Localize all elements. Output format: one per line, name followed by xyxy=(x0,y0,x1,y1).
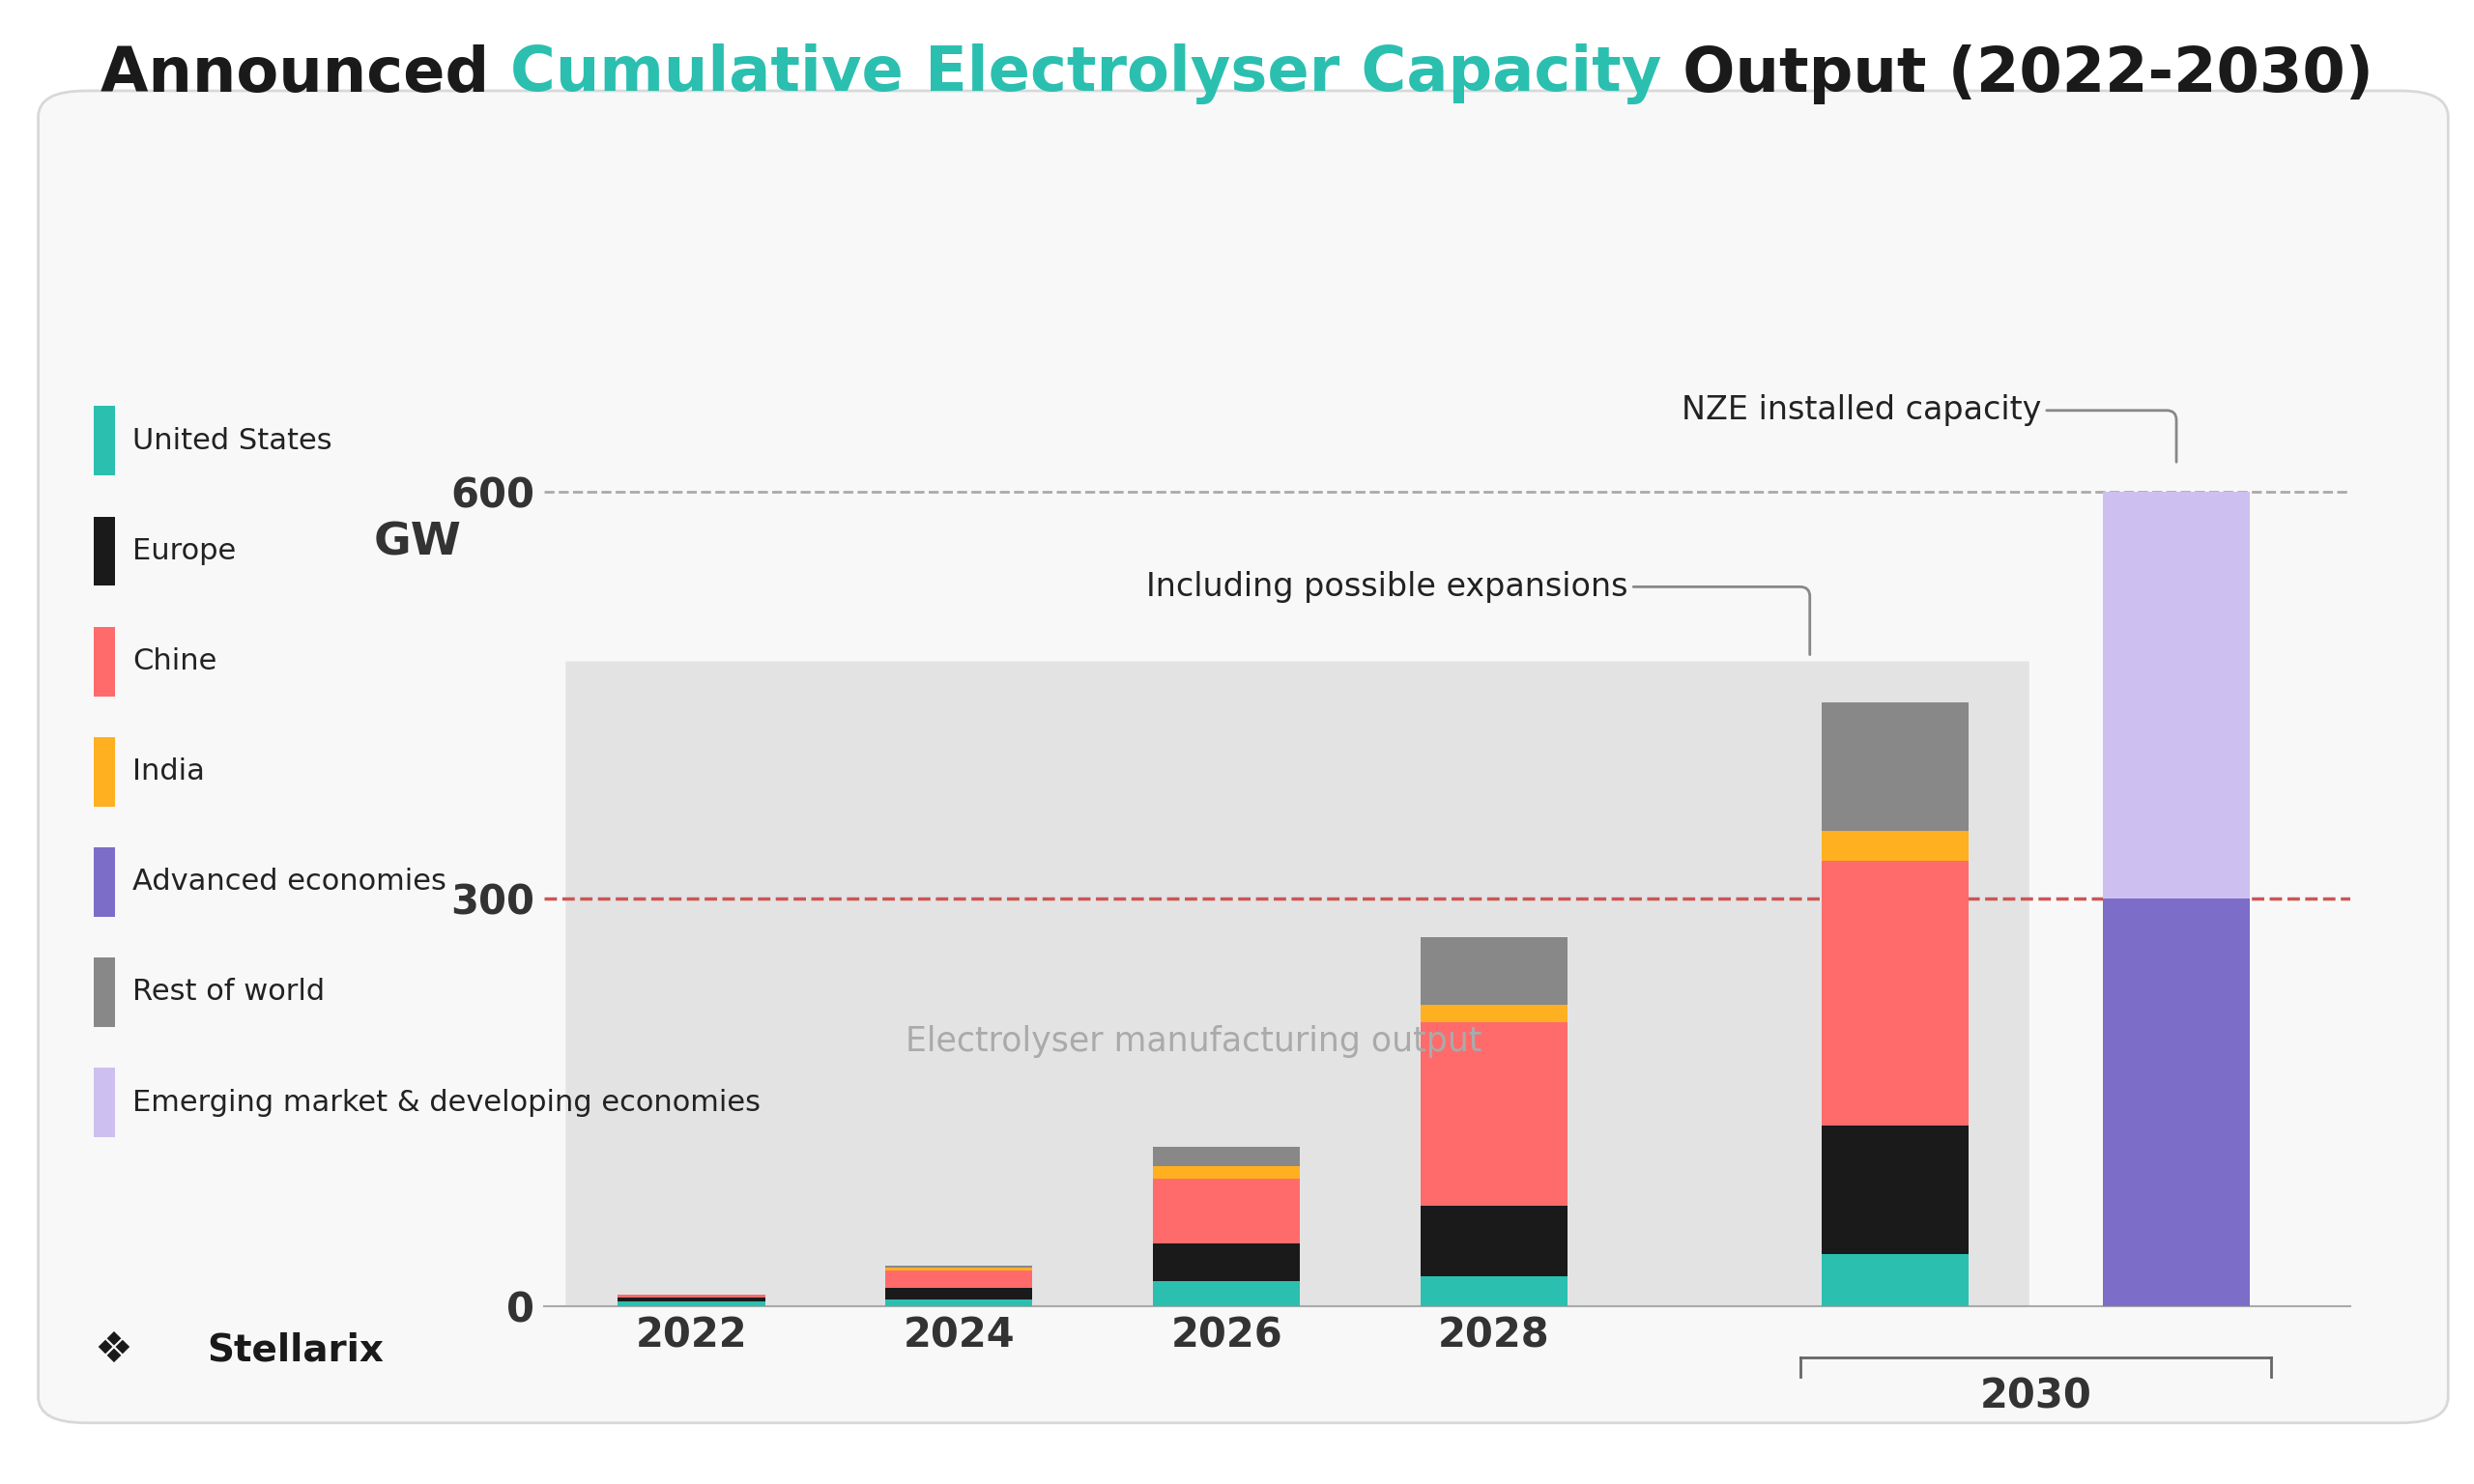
Bar xyxy=(1153,1244,1301,1282)
Bar xyxy=(94,738,116,806)
Bar xyxy=(1420,1276,1569,1306)
Y-axis label: GW: GW xyxy=(374,522,463,565)
Bar xyxy=(618,1301,764,1306)
Bar xyxy=(1821,831,1969,861)
Bar xyxy=(1153,1166,1301,1178)
Bar xyxy=(1821,861,1969,1125)
Text: NZE installed capacity: NZE installed capacity xyxy=(1682,395,2177,462)
Bar xyxy=(886,1298,1032,1306)
Bar xyxy=(1153,1178,1301,1244)
Text: Stellarix: Stellarix xyxy=(208,1333,383,1368)
Text: Including possible expansions: Including possible expansions xyxy=(1145,571,1811,654)
Text: Rest of world: Rest of world xyxy=(134,978,324,1006)
Bar xyxy=(1821,702,1969,831)
Text: Electrolyser manufacturing output: Electrolyser manufacturing output xyxy=(905,1025,1482,1058)
Bar xyxy=(1153,1147,1301,1166)
Bar xyxy=(1821,1125,1969,1254)
Text: Emerging market & developing economies: Emerging market & developing economies xyxy=(134,1088,762,1116)
Bar xyxy=(1420,1022,1569,1205)
Text: Cumulative Electrolyser Capacity: Cumulative Electrolyser Capacity xyxy=(510,43,1663,105)
Bar xyxy=(2103,491,2249,899)
Text: 2030: 2030 xyxy=(1979,1377,2093,1417)
Bar xyxy=(94,516,116,586)
Bar xyxy=(618,1298,764,1301)
Bar xyxy=(2103,899,2249,1306)
Text: Advanced economies: Advanced economies xyxy=(134,868,448,896)
Bar xyxy=(94,957,116,1027)
Bar xyxy=(1420,1005,1569,1022)
Text: India: India xyxy=(134,758,205,785)
Bar xyxy=(1821,1254,1969,1306)
Bar xyxy=(94,407,116,476)
Text: Europe: Europe xyxy=(134,537,238,565)
Bar xyxy=(1153,1282,1301,1306)
Text: Output (2022-2030): Output (2022-2030) xyxy=(1663,45,2375,104)
Bar xyxy=(1420,936,1569,1005)
Bar xyxy=(1420,1205,1569,1276)
FancyBboxPatch shape xyxy=(37,91,2449,1423)
Bar xyxy=(618,1296,764,1298)
Bar xyxy=(886,1267,1032,1270)
Bar xyxy=(886,1288,1032,1298)
Bar xyxy=(886,1266,1032,1267)
Text: Chine: Chine xyxy=(134,647,218,675)
Bar xyxy=(94,626,116,696)
Text: ❖: ❖ xyxy=(94,1330,134,1371)
Bar xyxy=(94,1067,116,1137)
Text: Announced: Announced xyxy=(99,45,510,104)
Text: United States: United States xyxy=(134,427,332,456)
Bar xyxy=(886,1270,1032,1288)
FancyBboxPatch shape xyxy=(567,662,2029,1306)
Bar xyxy=(94,847,116,917)
